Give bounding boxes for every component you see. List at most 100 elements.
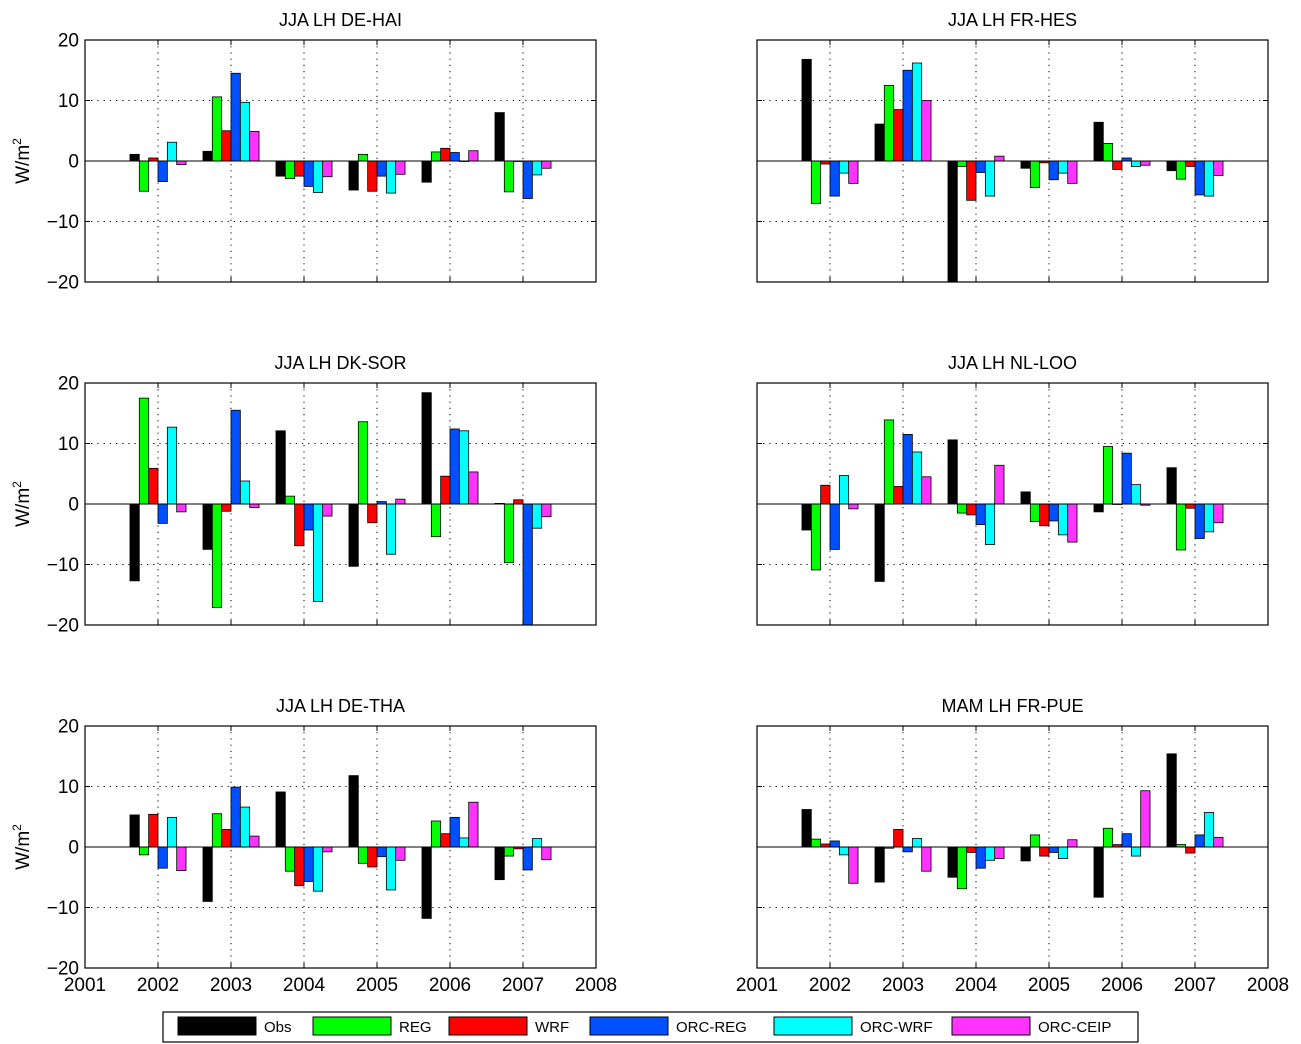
bar-obs-2003 (874, 846, 885, 883)
y-tick-label: 10 (58, 434, 79, 455)
x-tick-label: 2007 (502, 975, 544, 996)
y-tick-label: −20 (47, 616, 79, 637)
bar-orc-wrf-2005 (1057, 503, 1069, 536)
bar-orc-reg-2005 (1048, 160, 1059, 181)
bar-wrf-2002 (148, 813, 159, 848)
legend-swatch-orc-reg (589, 1016, 669, 1036)
bar-orc-wrf-2006 (1130, 160, 1142, 167)
chart-panel-3: 20 10 0 −10 −20 JJA LH DK-SOR W/m2 (10, 353, 597, 637)
bar-reg-2007 (1175, 160, 1187, 180)
bar-obs-2005 (348, 160, 359, 191)
bar-orc-reg-2003 (902, 69, 913, 162)
bar-wrf-2007 (1185, 503, 1196, 509)
bar-orc-ceip-2004 (994, 464, 1005, 505)
bar-orc-ceip-2002 (176, 160, 187, 166)
bar-reg-2003 (883, 419, 895, 505)
bar-orc-reg-2003 (902, 434, 913, 505)
bar-orc-ceip-2005 (395, 498, 406, 505)
bar-reg-2003 (211, 813, 223, 848)
bar-orc-ceip-2002 (848, 503, 859, 510)
bar-orc-wrf-2002 (838, 160, 850, 174)
bar-orc-wrf-2007 (1203, 160, 1215, 197)
bar-orc-ceip-2007 (541, 846, 552, 861)
bar-reg-2007 (1175, 503, 1187, 551)
bar-orc-ceip-2004 (322, 160, 333, 178)
bar-orc-reg-2003 (902, 846, 913, 853)
bar-orc-reg-2003 (230, 72, 241, 162)
bar-orc-ceip-2002 (176, 503, 187, 513)
bar-obs-2003 (202, 150, 213, 162)
chart-title: JJA LH DE-THA (276, 696, 405, 716)
bar-obs-2005 (1020, 160, 1031, 169)
legend-swatch-wrf (448, 1016, 528, 1036)
bar-orc-reg-2006 (449, 428, 460, 505)
bar-orc-reg-2006 (449, 152, 460, 162)
legend-swatch-reg (312, 1016, 392, 1036)
bar-obs-2003 (874, 503, 885, 582)
y-axis-label: W/m2 (10, 138, 34, 184)
bar-orc-wrf-2007 (531, 838, 543, 848)
chart-panel-2: JJA LH FR-HES (756, 10, 1269, 283)
bar-reg-2005 (357, 846, 369, 864)
bar-orc-wrf-2002 (838, 475, 850, 505)
bar-wrf-2003 (221, 503, 232, 512)
bar-orc-reg-2002 (157, 503, 168, 524)
bar-wrf-2002 (820, 484, 831, 505)
x-tick-label: 2001 (736, 975, 778, 996)
x-tick-label: 2003 (882, 975, 924, 996)
x-tick-label: 2002 (809, 975, 851, 996)
bar-orc-ceip-2005 (1067, 839, 1078, 848)
bar-wrf-2003 (893, 829, 904, 848)
bar-orc-ceip-2002 (176, 846, 187, 872)
bar-orc-ceip-2004 (994, 155, 1005, 162)
legend-swatch-orc-ceip (951, 1016, 1031, 1036)
bar-orc-reg-2002 (157, 846, 168, 869)
bar-orc-ceip-2007 (1213, 503, 1224, 524)
bar-obs-2006 (1093, 846, 1104, 898)
bar-orc-wrf-2002 (166, 816, 178, 848)
bar-reg-2004 (284, 160, 296, 179)
bar-orc-reg-2004 (303, 503, 314, 531)
bar-wrf-2005 (367, 160, 378, 192)
bar-orc-wrf-2005 (1057, 846, 1069, 859)
bar-orc-ceip-2006 (468, 471, 479, 505)
bar-obs-2002 (129, 503, 140, 582)
bar-orc-wrf-2006 (1130, 846, 1142, 857)
bar-obs-2002 (129, 153, 140, 162)
bar-orc-reg-2005 (1048, 846, 1059, 853)
bar-orc-wrf-2003 (911, 62, 923, 162)
x-tick-label: 2005 (1028, 975, 1070, 996)
bar-orc-ceip-2006 (468, 150, 479, 162)
y-tick-label: 20 (58, 31, 79, 52)
bar-orc-wrf-2005 (1057, 160, 1069, 174)
y-tick-label: −20 (47, 959, 79, 980)
bar-orc-ceip-2004 (322, 846, 333, 853)
bar-wrf-2004 (294, 503, 305, 547)
chart-title: JJA LH DE-HAI (279, 10, 402, 30)
bar-wrf-2007 (1185, 160, 1196, 167)
bar-orc-wrf-2004 (312, 503, 324, 602)
bar-wrf-2006 (440, 147, 451, 162)
bar-orc-wrf-2003 (911, 838, 923, 848)
bar-reg-2005 (1029, 160, 1041, 189)
bar-orc-reg-2004 (975, 503, 986, 525)
bar-orc-ceip-2003 (249, 835, 260, 848)
y-axis-label: W/m2 (10, 481, 34, 527)
bar-orc-wrf-2005 (385, 846, 397, 891)
legend-swatch-orc-wrf (773, 1016, 853, 1036)
legend-label-orc-ceip: ORC-CEIP (1038, 1019, 1111, 1036)
bar-obs-2003 (202, 846, 213, 902)
bar-wrf-2005 (1039, 846, 1050, 857)
bar-orc-ceip-2005 (395, 846, 406, 861)
bar-orc-ceip-2003 (921, 476, 932, 505)
bar-orc-reg-2004 (975, 160, 986, 173)
legend-label-obs: Obs (264, 1019, 292, 1036)
bar-obs-2002 (801, 809, 812, 848)
bar-orc-reg-2006 (1121, 833, 1132, 848)
bar-orc-ceip-2005 (395, 160, 406, 175)
y-tick-label: 0 (68, 838, 79, 859)
bar-reg-2002 (138, 846, 150, 856)
bar-orc-wrf-2003 (239, 806, 251, 848)
bar-reg-2006 (430, 820, 442, 848)
